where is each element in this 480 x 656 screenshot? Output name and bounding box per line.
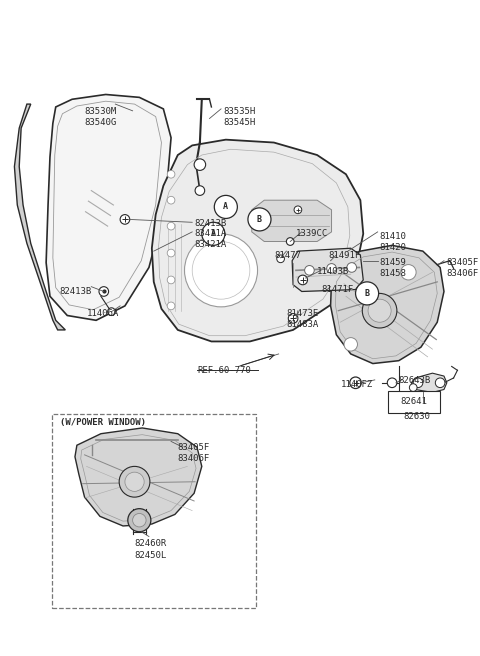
Polygon shape	[252, 200, 332, 241]
Circle shape	[195, 186, 204, 195]
Text: 82643B: 82643B	[399, 376, 431, 385]
Text: 1339CC: 1339CC	[296, 229, 328, 238]
Text: 81459
81458: 81459 81458	[380, 258, 407, 278]
Circle shape	[248, 208, 271, 231]
Circle shape	[184, 234, 258, 307]
Circle shape	[277, 255, 285, 262]
Circle shape	[167, 302, 175, 310]
Polygon shape	[292, 248, 363, 291]
Circle shape	[287, 237, 294, 245]
Circle shape	[167, 222, 175, 230]
Text: A: A	[223, 203, 228, 211]
Polygon shape	[331, 245, 444, 363]
Circle shape	[344, 338, 358, 351]
Circle shape	[132, 514, 146, 527]
Circle shape	[214, 195, 238, 218]
Circle shape	[294, 206, 302, 214]
Text: 81491F: 81491F	[329, 251, 361, 260]
Text: 81477: 81477	[274, 251, 301, 260]
Text: 11403B: 11403B	[317, 268, 349, 276]
Circle shape	[362, 293, 397, 328]
Polygon shape	[411, 373, 447, 392]
Circle shape	[401, 264, 416, 280]
Circle shape	[194, 159, 205, 171]
Text: B: B	[365, 289, 370, 298]
Circle shape	[167, 196, 175, 204]
Circle shape	[298, 275, 308, 285]
Circle shape	[108, 308, 115, 316]
Text: 1140FZ: 1140FZ	[341, 380, 373, 389]
Circle shape	[347, 262, 357, 272]
Circle shape	[167, 249, 175, 257]
Circle shape	[368, 299, 391, 322]
Text: 81473E
81483A: 81473E 81483A	[287, 309, 319, 329]
Text: 81410
81420: 81410 81420	[380, 232, 407, 252]
Circle shape	[167, 276, 175, 284]
Text: 83411A
83421A: 83411A 83421A	[194, 229, 227, 249]
FancyBboxPatch shape	[388, 392, 440, 413]
Text: B: B	[257, 215, 262, 224]
Text: 83405F
83406F: 83405F 83406F	[178, 443, 210, 463]
Text: 82460R
82450L: 82460R 82450L	[134, 539, 167, 560]
Circle shape	[350, 377, 361, 388]
Text: A: A	[211, 230, 216, 238]
Polygon shape	[152, 140, 363, 342]
Circle shape	[99, 287, 108, 297]
Text: 82413B: 82413B	[60, 287, 92, 296]
Circle shape	[305, 266, 314, 275]
Circle shape	[356, 282, 379, 305]
Polygon shape	[46, 94, 171, 320]
Circle shape	[128, 508, 151, 532]
Text: 83405F
83406F: 83405F 83406F	[446, 258, 478, 278]
Text: 82413B: 82413B	[194, 219, 227, 228]
Circle shape	[387, 378, 397, 388]
Circle shape	[202, 222, 225, 245]
Circle shape	[167, 171, 175, 178]
Circle shape	[327, 264, 336, 274]
Circle shape	[119, 466, 150, 497]
Text: REF.60-770: REF.60-770	[197, 367, 251, 375]
Circle shape	[409, 384, 417, 392]
Circle shape	[120, 215, 130, 224]
FancyBboxPatch shape	[52, 413, 256, 607]
Circle shape	[435, 378, 445, 388]
Text: 82630: 82630	[404, 411, 431, 420]
Circle shape	[125, 472, 144, 491]
Text: (W/POWER WINDOW): (W/POWER WINDOW)	[60, 419, 145, 427]
Text: 81471F: 81471F	[321, 285, 353, 294]
Text: 83535H
83545H: 83535H 83545H	[223, 107, 255, 127]
Text: 11406A: 11406A	[86, 309, 119, 318]
Polygon shape	[75, 428, 202, 526]
Polygon shape	[14, 104, 65, 330]
Text: 82641: 82641	[401, 398, 428, 407]
Circle shape	[288, 314, 298, 323]
Circle shape	[413, 378, 423, 388]
Text: 83530M
83540G: 83530M 83540G	[84, 107, 117, 127]
